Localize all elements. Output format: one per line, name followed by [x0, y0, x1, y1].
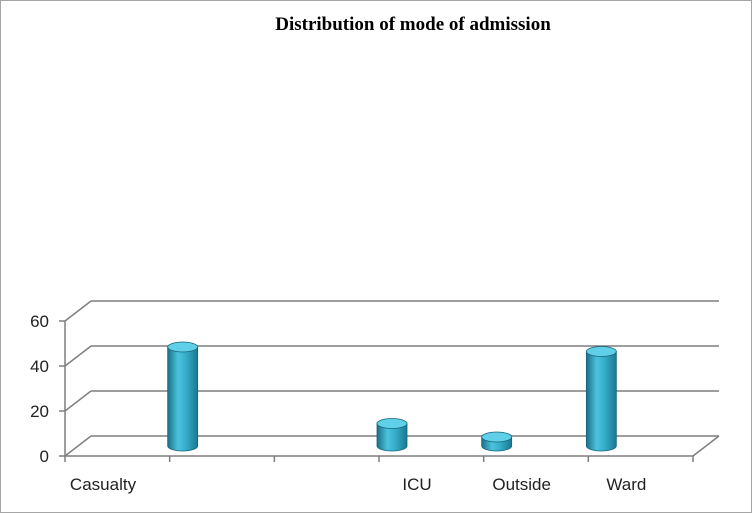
bar-body: [167, 346, 199, 452]
bar-top: [167, 341, 199, 353]
bar-Outside: [481, 431, 513, 452]
y-tick-label: 60: [30, 312, 49, 331]
bar-top: [481, 431, 513, 443]
bar-body: [376, 423, 408, 452]
y-tick-label: 20: [30, 402, 49, 421]
gridline-connector-60: [64, 300, 92, 322]
x-tick-label: Casualty: [70, 475, 137, 494]
gridline-connector-20: [64, 390, 92, 412]
x-tick-label: ICU: [402, 475, 431, 494]
bar-ICU: [376, 418, 408, 452]
x-tick-label: Outside: [492, 475, 551, 494]
bars: [167, 341, 617, 452]
axes: [59, 320, 720, 462]
bar-body: [585, 351, 617, 452]
gridline-connector-0: [64, 435, 92, 457]
floor-right-edge: [692, 435, 720, 457]
bar-top: [585, 346, 617, 357]
y-tick-label: 0: [40, 447, 49, 466]
y-tick-label: 40: [30, 357, 49, 376]
bar-Ward: [585, 346, 617, 452]
gridline-connector-40: [64, 345, 92, 367]
chart-title: Distribution of mode of admission: [275, 14, 551, 35]
y-tick-labels: 0 20 40 60: [30, 312, 49, 466]
x-tick-label: Ward: [606, 475, 646, 494]
bar-top: [376, 418, 408, 429]
bar-1: [167, 341, 199, 452]
x-tick-labels: Casualty ICU Outside Ward: [70, 475, 646, 494]
